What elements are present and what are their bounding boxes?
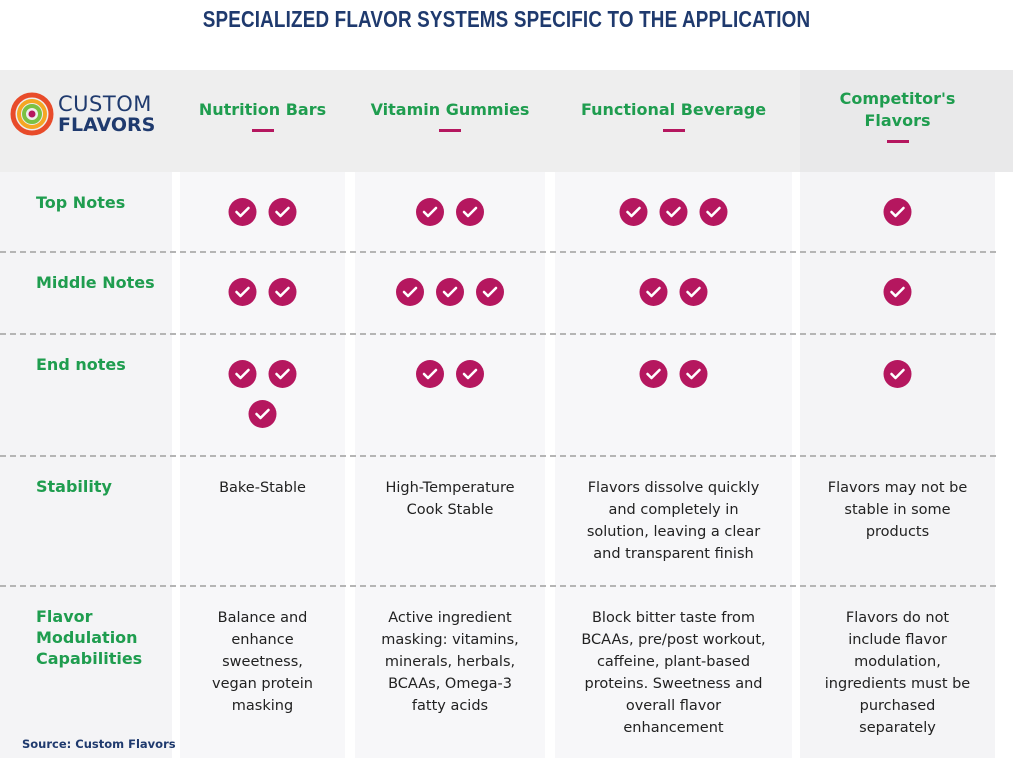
check-icon xyxy=(619,198,648,226)
source: Source: Custom Flavors xyxy=(22,737,176,751)
check-icon xyxy=(396,278,424,306)
check-group xyxy=(639,360,708,388)
check-icon xyxy=(268,360,297,388)
row-separator xyxy=(0,333,996,335)
header-underline xyxy=(251,129,274,132)
logo-mark xyxy=(10,92,54,136)
title: SPECIALIZED FLAVOR SYSTEMS SPECIFIC TO T… xyxy=(202,6,811,32)
check-group xyxy=(639,278,708,306)
check-icon xyxy=(456,360,484,388)
check-icon xyxy=(659,198,688,226)
column-bg xyxy=(555,172,792,758)
cell-text: Flavors may not be stable in some produc… xyxy=(827,480,968,540)
check-group xyxy=(883,198,912,226)
check-group xyxy=(883,278,912,306)
cell-text: Block bitter taste from BCAAs, pre/post … xyxy=(581,610,766,736)
check-icon xyxy=(883,278,912,306)
logo-line1: CUSTOM xyxy=(58,92,152,116)
cell-text: High-Temperature Cook Stable xyxy=(385,480,515,518)
cell-text: Flavors dissolve quickly and completely … xyxy=(586,480,761,562)
cell-text: Bake-Stable xyxy=(219,480,306,496)
check-icon xyxy=(679,360,708,388)
row-label: Flavor Modulation Capabilities xyxy=(36,607,143,668)
check-icon xyxy=(416,198,444,226)
column-bg xyxy=(800,172,995,758)
check-icon xyxy=(883,360,912,388)
check-icon xyxy=(476,278,504,306)
cell-text: Balance and enhance sweetness, vegan pro… xyxy=(212,610,313,714)
row-separator xyxy=(0,585,996,587)
column-header: Nutrition Bars xyxy=(180,99,345,132)
check-icon xyxy=(268,278,297,306)
column-title: Vitamin Gummies xyxy=(370,100,530,119)
column-bg xyxy=(355,172,545,758)
row-label: Top Notes xyxy=(36,193,126,212)
header-underline xyxy=(662,129,685,132)
check-icon xyxy=(436,278,464,306)
check-icon xyxy=(456,198,484,226)
row-label: Middle Notes xyxy=(36,273,155,292)
check-icon xyxy=(883,198,912,226)
header-underline xyxy=(439,129,461,132)
check-icon xyxy=(679,278,708,306)
logo-line2: FLAVORS xyxy=(58,114,156,136)
check-icon xyxy=(416,360,444,388)
header-bg xyxy=(800,70,1013,172)
column-title: Nutrition Bars xyxy=(198,100,327,119)
row-separator xyxy=(0,455,996,457)
row-separator xyxy=(0,251,996,253)
check-icon xyxy=(248,400,277,428)
check-icon xyxy=(268,198,297,226)
cell-text: Active ingredient masking: vitamins, min… xyxy=(381,610,519,714)
column-title: Functional Beverage xyxy=(580,100,767,119)
check-icon xyxy=(228,360,257,388)
column-header: Competitor's Flavors xyxy=(800,88,995,143)
column-header: Vitamin Gummies xyxy=(355,99,545,132)
check-icon xyxy=(228,278,257,306)
check-group xyxy=(228,278,297,306)
check-group xyxy=(228,360,297,428)
cell-text: Flavors do not include flavor modulation… xyxy=(824,610,971,736)
check-group xyxy=(883,360,912,388)
check-icon xyxy=(639,360,668,388)
label-column xyxy=(0,172,172,758)
header-underline xyxy=(886,140,909,143)
row-label: Stability xyxy=(36,477,112,496)
check-icon xyxy=(699,198,728,226)
check-icon xyxy=(639,278,668,306)
column-title: Competitor's Flavors xyxy=(839,89,956,130)
check-group xyxy=(416,360,484,388)
check-group xyxy=(396,278,504,306)
check-group xyxy=(228,198,297,226)
check-icon xyxy=(228,198,257,226)
row-label: End notes xyxy=(36,355,126,374)
check-group xyxy=(416,198,484,226)
column-bg xyxy=(180,172,345,758)
column-header: Functional Beverage xyxy=(555,99,792,132)
check-group xyxy=(619,198,728,226)
